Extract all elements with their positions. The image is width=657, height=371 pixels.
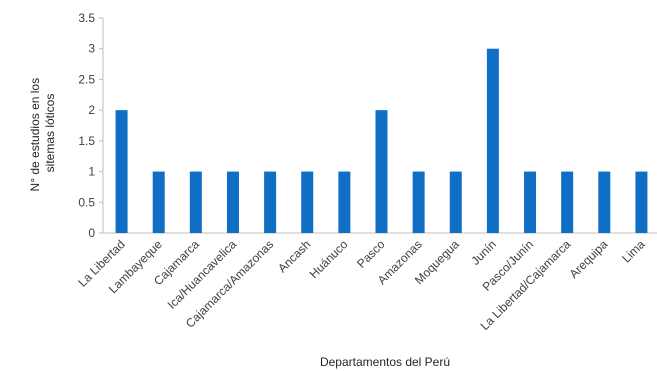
y-axis-title-line-2: sitemas lóticos (43, 94, 57, 173)
bar (412, 171, 425, 233)
y-axis-title-line-1: N° de estudios en los (28, 78, 42, 192)
x-tick-label: Pasco (354, 237, 388, 271)
bar (226, 171, 239, 233)
bars (115, 48, 648, 233)
x-tick-label: Lima (619, 237, 648, 266)
bar (264, 171, 277, 233)
bar (561, 171, 574, 233)
y-tick-label: 0 (88, 226, 95, 240)
x-tick-label: Junín (468, 237, 499, 268)
y-tick-label: 0.5 (78, 195, 95, 209)
y-axis-ticks: 0 0.5 1 1.5 2 2.5 3 3.5 (78, 11, 103, 240)
y-tick-label: 2.5 (78, 72, 95, 86)
bar (301, 171, 314, 233)
x-axis-tick-labels: La LibertadLambayequeCajamarcaIca/Huanca… (75, 237, 647, 333)
bar (189, 171, 202, 233)
x-tick-label: Huánuco (307, 237, 351, 281)
y-tick-label: 2 (88, 103, 95, 117)
bar (338, 171, 351, 233)
y-tick-label: 3.5 (78, 11, 95, 25)
bar (524, 171, 537, 233)
bar (152, 171, 165, 233)
y-axis-title: N° de estudios en los sitemas lóticos (28, 75, 57, 192)
bar (635, 171, 648, 233)
bar (375, 110, 388, 233)
x-axis-title: Departamentos del Perú (320, 355, 450, 369)
bar (449, 171, 462, 233)
bar (486, 48, 499, 233)
bar (115, 110, 128, 233)
x-tick-label: Arequipa (567, 237, 611, 281)
y-tick-label: 1.5 (78, 134, 95, 148)
y-tick-label: 1 (88, 165, 95, 179)
y-tick-label: 3 (88, 42, 95, 56)
bar (598, 171, 611, 233)
